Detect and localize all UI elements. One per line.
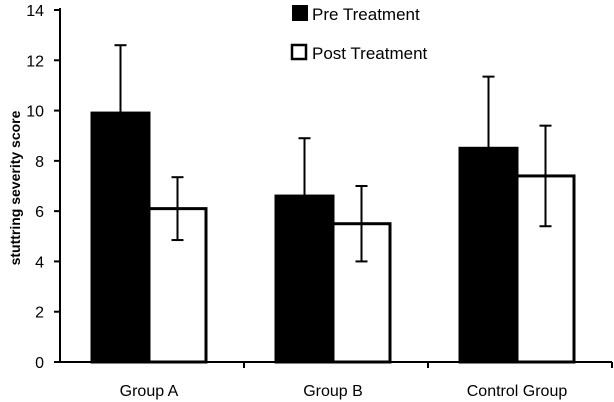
y-axis-ticks: 0 2 4 6 8 10 12 14: [26, 3, 60, 372]
y-tick-label: 14: [26, 3, 44, 20]
x-axis-tick-labels: Group A Group B Control Group: [120, 362, 613, 400]
legend-label-pre: Pre Treatment: [312, 5, 420, 24]
y-tick-label: 2: [35, 305, 44, 322]
legend-swatch-post: [290, 43, 308, 61]
y-tick-label: 8: [35, 154, 44, 171]
bars: [90, 111, 576, 364]
x-tick-label: Group A: [120, 383, 179, 400]
error-bars: [114, 44, 552, 263]
y-tick-label: 6: [35, 204, 44, 221]
legend-label-post: Post Treatment: [312, 44, 428, 63]
y-tick-label: 0: [35, 355, 44, 372]
x-tick-label: Group B: [303, 383, 363, 400]
legend: Pre Treatment Post Treatment: [290, 5, 428, 63]
x-tick-label: Control Group: [467, 383, 568, 400]
y-tick-label: 4: [35, 254, 44, 271]
y-tick-label: 10: [26, 104, 44, 121]
y-axis-title: stuttring severity score: [7, 110, 23, 265]
y-tick-label: 12: [26, 53, 44, 70]
legend-swatch-pre: [292, 5, 308, 21]
